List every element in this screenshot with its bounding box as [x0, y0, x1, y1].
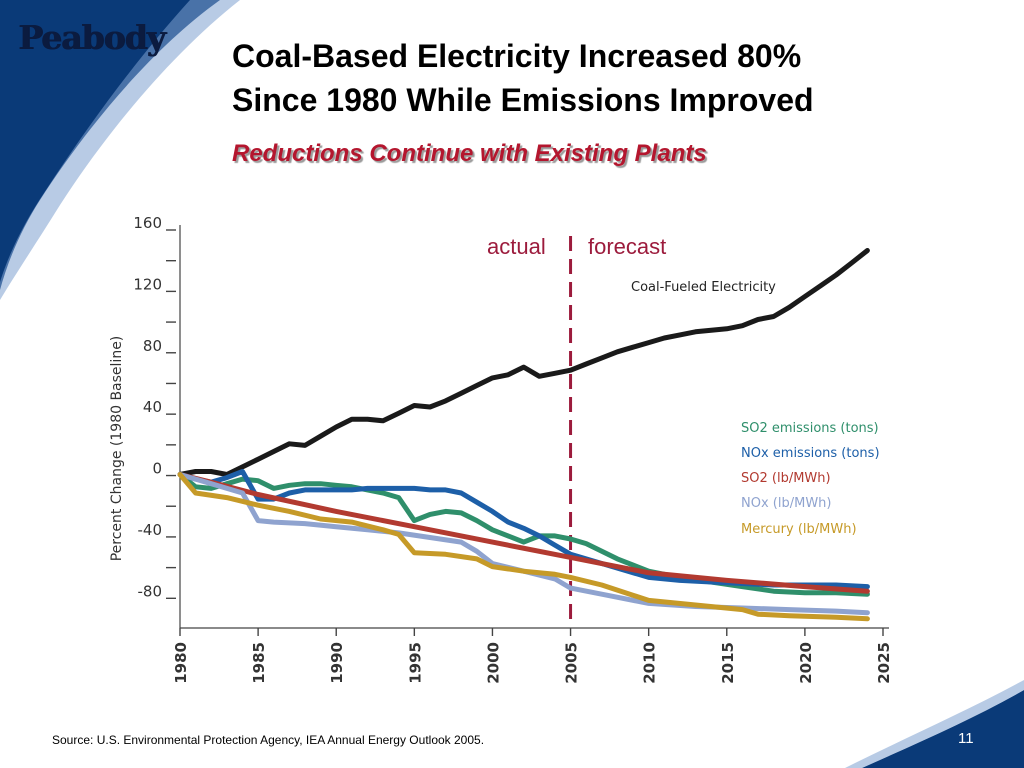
- series-label: NOx emissions (tons): [741, 446, 880, 461]
- top-left-swoosh: [0, 0, 220, 290]
- bottom-right-swoosh: [862, 690, 1024, 768]
- series-label: NOx (lb/MWh): [741, 496, 831, 511]
- y-tick-label: 160: [133, 214, 162, 232]
- slide-subtitle: Reductions Continue with Existing Plants: [232, 140, 707, 167]
- series-line: [177, 248, 870, 477]
- title-line-1: Coal-Based Electricity Increased 80%: [232, 38, 802, 74]
- y-tick-label: 80: [143, 337, 162, 355]
- slide-title: Coal-Based Electricity Increased 80% Sin…: [232, 34, 992, 122]
- x-tick-label: 2015: [719, 642, 737, 684]
- forecast-label: forecast: [588, 234, 667, 259]
- x-tick-label: 2020: [797, 642, 815, 684]
- y-axis-title: Percent Change (1980 Baseline): [109, 336, 125, 562]
- y-tick-label: -80: [138, 582, 163, 600]
- company-logo: Peabody: [18, 18, 166, 57]
- x-tick-label: 1995: [406, 642, 424, 684]
- x-tick-label: 2000: [484, 642, 502, 684]
- y-tick-label: 40: [143, 398, 162, 416]
- y-tick-label: -40: [138, 521, 163, 539]
- series-label: SO2 (lb/MWh): [741, 471, 831, 486]
- x-tick-label: 1985: [250, 642, 268, 684]
- title-line-2: Since 1980 While Emissions Improved: [232, 82, 814, 118]
- source-note: Source: U.S. Environmental Protection Ag…: [52, 733, 485, 747]
- x-tick-label: 2005: [563, 642, 581, 684]
- series-label: SO2 emissions (tons): [741, 421, 879, 436]
- x-tick-label: 2025: [875, 642, 893, 684]
- x-tick-label: 1980: [172, 642, 190, 684]
- y-tick-label: 120: [133, 275, 162, 293]
- series-label: Coal-Fueled Electricity: [631, 280, 776, 295]
- series-label: Mercury (lb/MWh): [741, 522, 857, 537]
- series-line: [177, 472, 870, 622]
- y-tick-label: 0: [152, 460, 162, 478]
- x-tick-label: 1990: [328, 642, 346, 684]
- bottom-right-swoosh-highlight: [845, 680, 1024, 768]
- page-number: 11: [958, 730, 974, 747]
- actual-label: actual: [487, 234, 546, 259]
- x-tick-label: 2010: [641, 642, 659, 684]
